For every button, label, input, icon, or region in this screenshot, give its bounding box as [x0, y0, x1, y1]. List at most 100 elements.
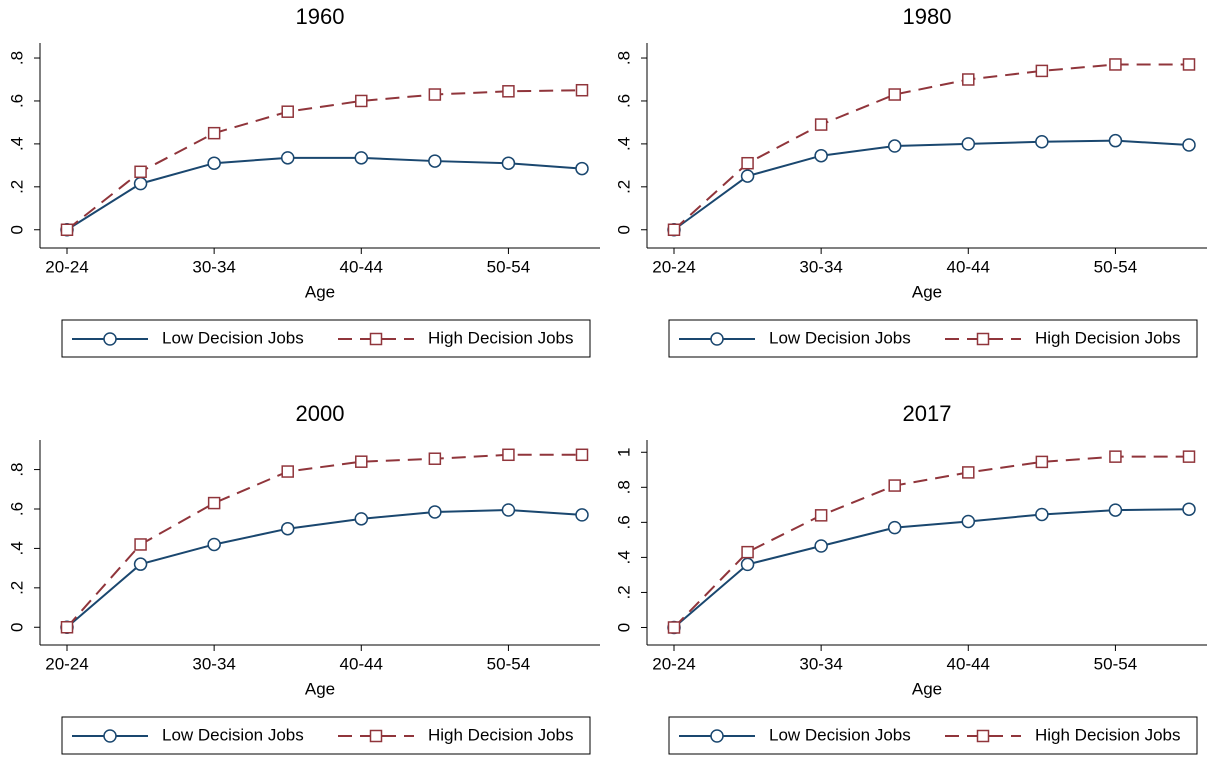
- panel: 1960 0 .2 .4 .6 .8 20-24 30-34 40-44 50-54 Age Low …: [7, 4, 600, 358]
- legend-marker: [710, 332, 724, 346]
- marker: [888, 479, 901, 492]
- legend-label: High Decision Jobs: [428, 328, 574, 347]
- legend-box: [668, 716, 1198, 755]
- marker: [207, 496, 221, 510]
- panel: 1980 0 .2 .4 .6 .8 20-24 30-34 40-44 50-54 Age Low …: [614, 4, 1207, 358]
- x-axis-label: Age: [912, 282, 942, 301]
- legend-label: High Decision Jobs: [428, 725, 574, 744]
- panel: 2017 0 .2 .4 .6 .8 1 20-24 30-34 40-44 50-54 Age Low…: [614, 401, 1207, 755]
- series-line: [66, 508, 583, 629]
- x-tick-label: 50-54: [487, 257, 530, 276]
- x-axis-label: Age: [305, 282, 335, 301]
- marker: [961, 137, 976, 151]
- marker: [428, 452, 442, 465]
- y-tick-label: .8: [614, 480, 633, 494]
- legend-marker: [976, 332, 990, 346]
- x-tick-label: 30-34: [192, 257, 235, 276]
- x-tick-label: 30-34: [799, 257, 842, 276]
- x-axis-label: Age: [305, 679, 335, 698]
- marker: [1035, 507, 1049, 522]
- legend-marker: [369, 332, 383, 346]
- y-tick-label: .4: [614, 550, 633, 564]
- panel-title: 1960: [296, 4, 345, 29]
- marker: [60, 621, 74, 634]
- marker: [1035, 455, 1049, 469]
- x-tick-label: 40-44: [340, 257, 383, 276]
- y-tick-label: 0: [7, 623, 26, 632]
- x-tick-label: 50-54: [1094, 257, 1137, 276]
- series-line: [66, 156, 583, 231]
- y-tick-label: .2: [7, 180, 26, 194]
- y-tick-label: .2: [614, 180, 633, 194]
- marker: [575, 508, 589, 522]
- marker: [1109, 58, 1122, 71]
- marker: [741, 545, 754, 559]
- marker: [428, 154, 442, 168]
- panel-title: 2017: [903, 401, 952, 426]
- marker: [428, 88, 442, 101]
- marker: [1109, 450, 1122, 463]
- marker: [1182, 450, 1196, 463]
- legend-label: Low Decision Jobs: [162, 328, 304, 347]
- marker: [814, 539, 828, 553]
- marker: [814, 148, 828, 163]
- marker: [740, 169, 755, 183]
- marker: [814, 509, 828, 522]
- y-tick-label: .6: [614, 515, 633, 529]
- legend-marker: [103, 332, 117, 346]
- x-tick-label: 30-34: [192, 654, 235, 673]
- legend-label: High Decision Jobs: [1035, 328, 1181, 347]
- marker: [502, 85, 515, 98]
- legend-marker: [710, 729, 724, 743]
- series-line: [673, 508, 1190, 629]
- marker: [575, 161, 589, 176]
- marker: [1035, 134, 1049, 149]
- series-line: [673, 455, 1189, 629]
- marker: [961, 514, 976, 529]
- marker: [962, 73, 975, 86]
- marker: [1035, 64, 1049, 78]
- legend-label: High Decision Jobs: [1035, 725, 1181, 744]
- marker: [962, 466, 975, 479]
- y-tick-label: 0: [7, 225, 26, 234]
- marker: [1182, 58, 1196, 71]
- marker: [740, 557, 755, 572]
- marker: [1182, 502, 1196, 516]
- y-tick-label: .8: [614, 51, 633, 65]
- series-line: [66, 453, 582, 628]
- marker: [502, 448, 515, 462]
- x-tick-label: 40-44: [947, 654, 990, 673]
- marker: [133, 557, 148, 571]
- series-line: [673, 63, 1189, 231]
- panel-title: 1980: [903, 4, 952, 29]
- x-tick-label: 20-24: [45, 257, 88, 276]
- y-tick-label: .6: [614, 94, 633, 108]
- x-tick-label: 50-54: [487, 654, 530, 673]
- series-line: [66, 89, 583, 231]
- legend-label: Low Decision Jobs: [769, 328, 911, 347]
- y-tick-label: .6: [7, 502, 26, 516]
- legend-marker: [369, 729, 383, 743]
- marker: [355, 455, 368, 468]
- y-tick-label: .4: [7, 137, 26, 151]
- marker: [428, 505, 442, 519]
- x-tick-label: 40-44: [947, 257, 990, 276]
- marker: [887, 520, 902, 535]
- marker: [501, 503, 516, 517]
- marker: [281, 465, 294, 478]
- x-tick-label: 30-34: [799, 654, 842, 673]
- x-tick-label: 50-54: [1094, 654, 1137, 673]
- legend-box: [61, 319, 591, 358]
- y-tick-label: 1: [614, 448, 633, 457]
- y-tick-label: 0: [614, 623, 633, 632]
- y-tick-label: .4: [614, 137, 633, 151]
- marker: [281, 105, 294, 118]
- marker: [207, 126, 221, 140]
- marker: [888, 88, 901, 101]
- x-tick-label: 40-44: [340, 654, 383, 673]
- marker: [575, 448, 589, 462]
- x-tick-label: 20-24: [652, 257, 695, 276]
- marker: [1108, 133, 1123, 148]
- x-tick-label: 20-24: [45, 654, 88, 673]
